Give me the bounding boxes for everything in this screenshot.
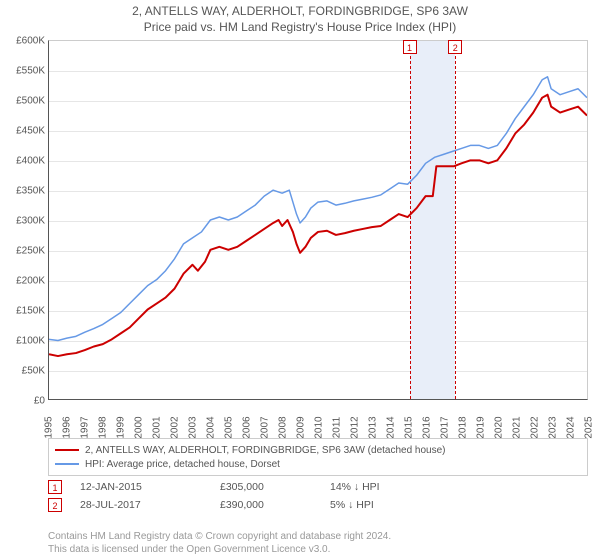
transaction-change: 14% ↓ HPI [330, 481, 450, 493]
page-title: 2, ANTELLS WAY, ALDERHOLT, FORDINGBRIDGE… [0, 0, 600, 18]
y-axis-label: £400K [3, 156, 45, 167]
legend-swatch [55, 463, 79, 465]
attribution-text: Contains HM Land Registry data © Crown c… [48, 531, 588, 556]
transaction-price: £390,000 [220, 499, 330, 511]
attribution-line: Contains HM Land Registry data © Crown c… [48, 531, 588, 544]
y-axis-label: £500K [3, 96, 45, 107]
chart-plot-area: £0£50K£100K£150K£200K£250K£300K£350K£400… [48, 40, 588, 400]
transaction-change: 5% ↓ HPI [330, 499, 450, 511]
y-axis-label: £200K [3, 276, 45, 287]
transaction-date: 28-JUL-2017 [80, 499, 220, 511]
y-axis-label: £0 [3, 396, 45, 407]
chart-legend: 2, ANTELLS WAY, ALDERHOLT, FORDINGBRIDGE… [48, 438, 588, 476]
chart-series-svg [49, 41, 587, 399]
transaction-badge: 1 [48, 480, 62, 494]
y-axis-label: £550K [3, 66, 45, 77]
y-axis-label: £450K [3, 126, 45, 137]
y-axis-label: £100K [3, 336, 45, 347]
y-axis-label: £300K [3, 216, 45, 227]
legend-row: HPI: Average price, detached house, Dors… [55, 457, 581, 471]
transaction-row: 1 12-JAN-2015£305,00014% ↓ HPI [48, 478, 588, 496]
transaction-badge: 2 [48, 498, 62, 512]
legend-swatch [55, 449, 79, 451]
page-subtitle: Price paid vs. HM Land Registry's House … [0, 18, 600, 34]
y-axis-label: £600K [3, 36, 45, 47]
transaction-date: 12-JAN-2015 [80, 481, 220, 493]
legend-label: HPI: Average price, detached house, Dors… [85, 459, 280, 470]
series-line [49, 77, 587, 341]
legend-row: 2, ANTELLS WAY, ALDERHOLT, FORDINGBRIDGE… [55, 443, 581, 457]
y-axis-label: £150K [3, 306, 45, 317]
legend-label: 2, ANTELLS WAY, ALDERHOLT, FORDINGBRIDGE… [85, 445, 446, 456]
transaction-row: 2 28-JUL-2017£390,0005% ↓ HPI [48, 496, 588, 514]
transactions-block: 1 12-JAN-2015£305,00014% ↓ HPI 2 28-JUL-201… [48, 478, 588, 514]
transaction-price: £305,000 [220, 481, 330, 493]
attribution-line: This data is licensed under the Open Gov… [48, 544, 588, 557]
y-axis-label: £50K [3, 366, 45, 377]
y-axis-label: £350K [3, 186, 45, 197]
y-axis-label: £250K [3, 246, 45, 257]
